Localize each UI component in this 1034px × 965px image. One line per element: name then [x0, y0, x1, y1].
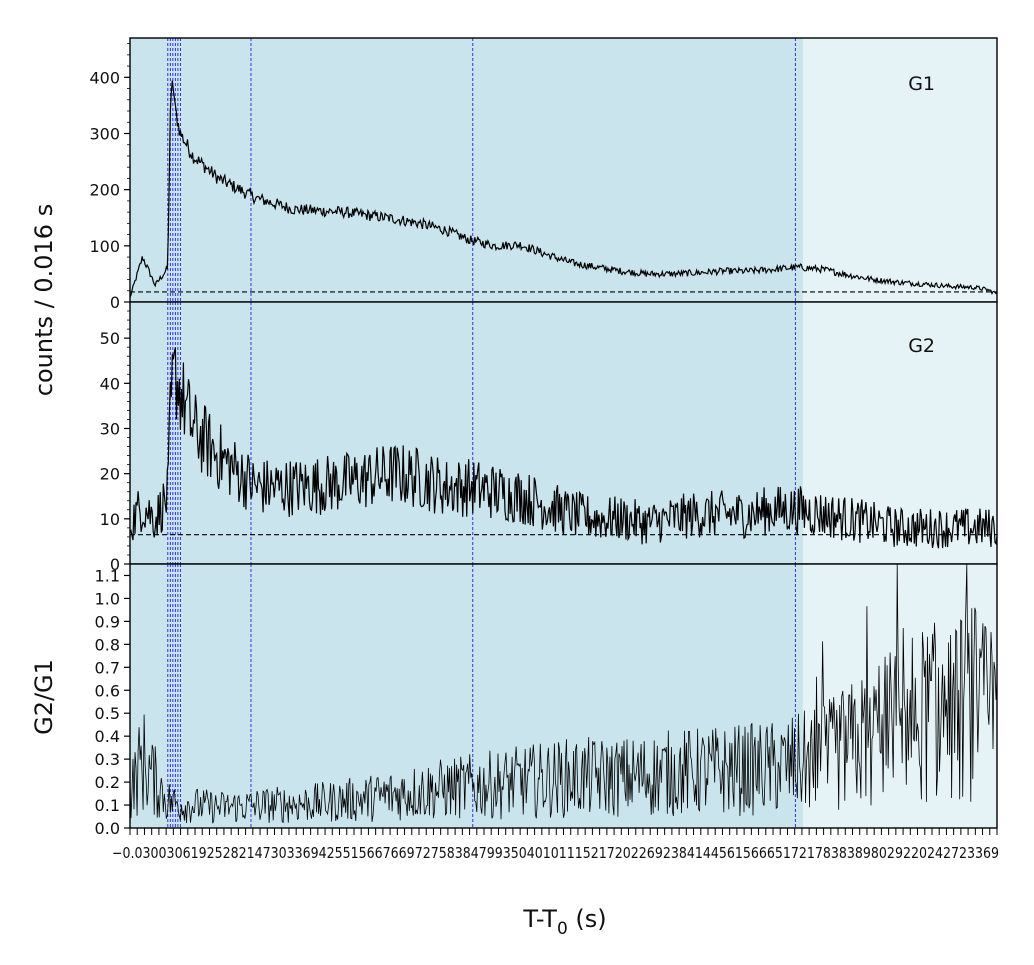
- y-tick-label-5: 0.5: [95, 704, 120, 723]
- y-tick-label-4: 40: [100, 374, 120, 393]
- panels: 0100200300400010203040500.00.10.20.30.40…: [89, 37, 998, 838]
- main-shaded-interval: [130, 38, 803, 302]
- x-axis: −0.0300306192528214730336942551566766972…: [112, 828, 999, 862]
- y-tick-label-1: 100: [89, 237, 120, 256]
- y-tick-label-3: 0.3: [95, 750, 120, 769]
- y-tick-label-4: 0.4: [95, 727, 120, 746]
- data-trace: [129, 563, 998, 824]
- panel-g2-g1: 0.0 0.1 0.2 0.3 0.4 0.5 0.6 0.7 0.8 0.9 1.0 1.1: [95, 563, 998, 838]
- y-tick-label-0: 0: [110, 555, 120, 574]
- x-axis-title-unit: (s): [568, 905, 607, 933]
- x-axis-title: T-T0 (s): [522, 905, 606, 939]
- x-tick-labels: −0.0300306192528214730336942551566766972…: [112, 844, 999, 862]
- y-tick-label-10: 1.0: [95, 589, 120, 608]
- y-tick-label-1: 10: [100, 510, 120, 529]
- panel-label-g2: G2: [908, 335, 935, 357]
- y-tick-label-4: 400: [89, 68, 120, 87]
- y-tick-label-11: 1.1: [95, 566, 120, 585]
- y-tick-label-5: 50: [100, 329, 120, 348]
- x-axis-title-subscript: 0: [557, 919, 568, 939]
- panel-label-g1: G1: [908, 73, 935, 95]
- y-tick-label-2: 0.2: [95, 773, 120, 792]
- panel-g2: 0 10 20 30 40 50: [100, 301, 998, 574]
- y-tick-label-6: 0.6: [95, 681, 120, 700]
- x-axis-title-main: T-T: [522, 905, 557, 933]
- y-tick-label-3: 30: [100, 419, 120, 438]
- y-tick-label-7: 0.7: [95, 658, 120, 677]
- y-tick-label-9: 0.9: [95, 612, 120, 631]
- panel-g1: 0 100 200 300 400: [89, 37, 998, 312]
- y-tick-label-2: 20: [100, 465, 120, 484]
- y-tick-label-2: 200: [89, 181, 120, 200]
- y-tick-label-1: 0.1: [95, 796, 120, 815]
- y-tick-label-3: 300: [89, 124, 120, 143]
- data-trace: [129, 80, 998, 298]
- y-axis-title-counts: counts / 0.016 s: [30, 204, 58, 396]
- y-axis-title-ratio: G2/G1: [30, 659, 58, 735]
- data-trace: [129, 347, 998, 549]
- y-tick-label-0: 0: [110, 293, 120, 312]
- y-tick-label-8: 0.8: [95, 635, 120, 654]
- main-shaded-interval: [130, 564, 803, 828]
- y-tick-label-0: 0.0: [95, 819, 120, 838]
